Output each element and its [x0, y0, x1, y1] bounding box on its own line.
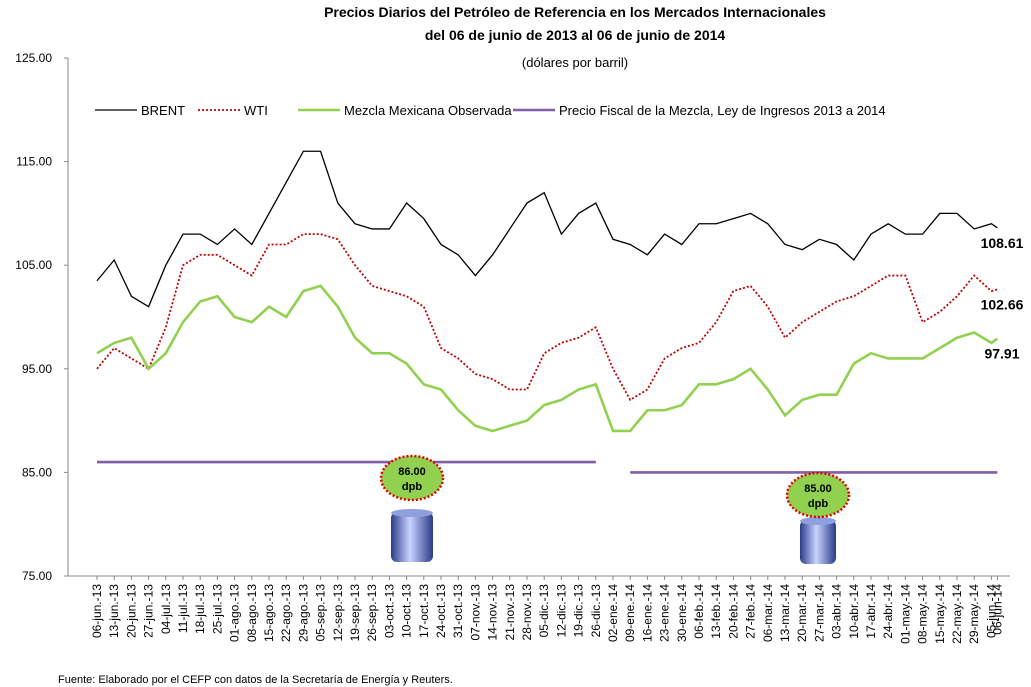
x-tick-label: 19-sep.-13: [348, 584, 362, 642]
x-tick-label: 21-nov.-13: [503, 584, 517, 641]
x-tick-label: 10-oct.-13: [400, 584, 414, 638]
annotation-bubble: [785, 471, 851, 519]
x-tick-label: 06-jun.-13: [90, 584, 104, 638]
chart-title: Precios Diarios del Petróleo de Referenc…: [324, 4, 826, 20]
series-line: [96, 150, 998, 308]
annotation-value: 85.00: [804, 483, 832, 495]
y-tick-label: 85.00: [22, 465, 52, 479]
x-tick-label: 20-feb.-14: [726, 584, 740, 639]
x-tick-label: 27-jun.-13: [142, 584, 156, 638]
x-tick-label: 15-may.-14: [933, 584, 947, 644]
x-tick-label: 05-dic.-13: [537, 584, 551, 638]
y-tick-label: 125.00: [15, 51, 52, 65]
x-tick-label: 31-oct.-13: [451, 584, 465, 638]
barrel-icon: [800, 517, 836, 564]
x-tick-label: 30-ene.-14: [675, 584, 689, 642]
x-tick-label: 12-sep.-13: [331, 584, 345, 642]
x-tick-label: 19-dic.-13: [572, 584, 586, 638]
x-tick-label: 06-jun-14: [990, 584, 1004, 635]
x-tick-label: 11-jul.-13: [176, 584, 190, 633]
legend-label: Mezcla Mexicana Observada: [344, 103, 512, 118]
x-tick-label: 22-ago.-13: [279, 584, 293, 642]
x-tick-label: 13-jun.-13: [107, 584, 121, 638]
x-tick-label: 20-mar.-14: [795, 584, 809, 642]
x-tick-label: 22-may.-14: [950, 584, 964, 644]
x-tick-label: 24-abr.-14: [881, 584, 895, 639]
x-tick-label: 17-abr.-14: [864, 584, 878, 639]
x-tick-label: 13-feb.-14: [709, 584, 723, 639]
x-tick-label: 01-may.-14: [898, 584, 912, 644]
end-label: 97.91: [984, 346, 1019, 362]
x-tick-label: 06-mar.-14: [761, 584, 775, 642]
legend-label: BRENT: [141, 103, 185, 118]
x-tick-label: 27-feb.-14: [744, 584, 758, 639]
x-tick-label: 06-feb.-14: [692, 584, 706, 639]
chart-subtitle: (dólares por barril): [522, 55, 628, 70]
x-tick-label: 26-sep.-13: [365, 584, 379, 642]
x-tick-label: 23-ene.-14: [658, 584, 672, 642]
x-tick-label: 03-oct.-13: [382, 584, 396, 638]
annotation-value: 86.00: [398, 466, 426, 478]
x-tick-label: 13-mar.-14: [778, 584, 792, 642]
end-label: 108.61: [981, 235, 1024, 251]
y-tick-label: 75.00: [22, 569, 52, 583]
x-tick-label: 02-ene.-14: [606, 584, 620, 642]
x-tick-label: 08-ago.-13: [245, 584, 259, 642]
end-label: 102.66: [981, 296, 1024, 312]
chart-title: del 06 de junio de 2013 al 06 de junio d…: [425, 27, 726, 43]
y-tick-label: 105.00: [15, 258, 52, 272]
x-tick-label: 17-oct.-13: [417, 584, 431, 638]
x-tick-label: 24-oct.-13: [434, 584, 448, 638]
series-line: [96, 233, 998, 402]
x-tick-label: 08-may.-14: [916, 584, 930, 644]
legend-label: Precio Fiscal de la Mezcla, Ley de Ingre…: [559, 103, 886, 118]
x-tick-label: 18-jul.-13: [193, 584, 207, 634]
x-tick-label: 14-nov.-13: [486, 584, 500, 641]
x-tick-label: 04-jul.-13: [159, 584, 173, 634]
x-tick-label: 15-ago.-13: [262, 584, 276, 642]
annotation-bubble: [379, 454, 445, 502]
x-tick-label: 05-sep.-13: [314, 584, 328, 642]
x-tick-label: 20-jun.-13: [124, 584, 138, 638]
x-tick-label: 01-ago.-13: [228, 584, 242, 642]
x-tick-label: 10-abr.-14: [847, 584, 861, 639]
x-tick-label: 28-nov.-13: [520, 584, 534, 641]
x-tick-label: 25-jul.-13: [210, 584, 224, 634]
x-tick-label: 12-dic.-13: [554, 584, 568, 638]
annotation-unit: dpb: [402, 481, 422, 493]
x-tick-label: 09-ene.-14: [623, 584, 637, 642]
series-line: [96, 284, 999, 433]
x-tick-label: 26-dic.-13: [589, 584, 603, 638]
legend-label: WTI: [244, 103, 268, 118]
x-tick-label: 03-abr.-14: [830, 584, 844, 639]
x-tick-label: 05-jun.-14: [984, 584, 998, 638]
barrel-icon: [391, 509, 433, 562]
footer: Fuente: Elaborado por el CEFP con datos …: [58, 674, 453, 686]
annotation-unit: dpb: [808, 498, 828, 510]
x-tick-label: 07-nov.-13: [468, 584, 482, 641]
x-tick-label: 16-ene.-14: [640, 584, 654, 642]
x-tick-label: 29-may.-14: [967, 584, 981, 644]
y-tick-label: 95.00: [22, 362, 52, 376]
x-tick-label: 29-ago.-13: [296, 584, 310, 642]
x-tick-label: 27-mar.-14: [812, 584, 826, 642]
y-tick-label: 115.00: [16, 155, 52, 169]
